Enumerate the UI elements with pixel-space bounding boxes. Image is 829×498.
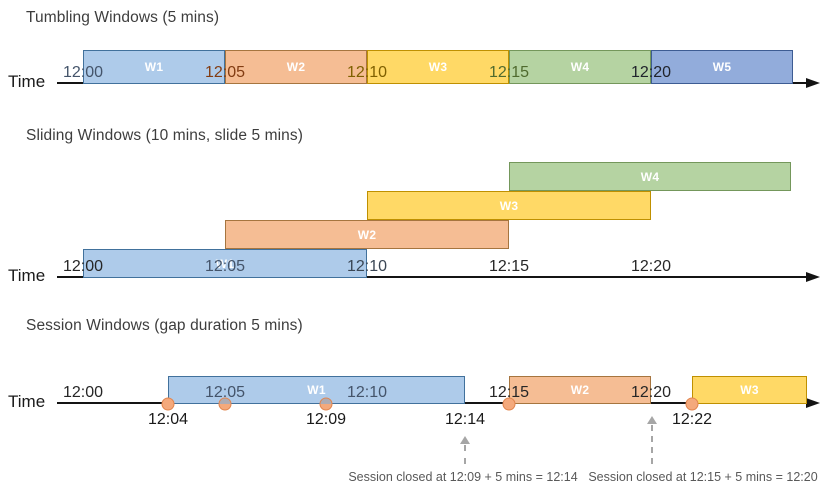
window-bar-w3: W3 [367, 50, 509, 84]
tick-label: 12:10 [346, 384, 388, 401]
tick-label: 12:15 [488, 384, 530, 401]
event-time-label: 12:04 [147, 411, 189, 428]
window-label: W4 [570, 60, 590, 74]
window-label: W3 [428, 60, 448, 74]
window-bar-w1: W1 [83, 249, 367, 278]
window-label: W1 [215, 256, 235, 271]
window-label: W3 [499, 198, 519, 213]
tick-label: 12:20 [630, 384, 672, 401]
window-bar-w1: W1 [168, 376, 465, 404]
window-label: W5 [712, 60, 732, 74]
dashed-arrow-up-icon [460, 436, 470, 444]
event-dot [218, 397, 232, 411]
time-axis-label: Time [8, 266, 46, 285]
window-bar-w3: W3 [367, 191, 651, 220]
event-dot [502, 397, 516, 411]
tick-label: 12:05 [204, 258, 246, 275]
dashed-arrow-up-icon [647, 416, 657, 424]
tumbling-windows-title: Tumbling Windows (5 mins) [26, 9, 220, 26]
event-dot [319, 397, 333, 411]
timeline-arrowhead-icon [806, 398, 820, 408]
session-closed-annotation: Session closed at 12:15 + 5 mins = 12:20 [588, 470, 818, 484]
window-label: W4 [640, 169, 660, 184]
window-bar-w2: W2 [509, 376, 651, 404]
window-label: W3 [740, 383, 759, 397]
window-bar-w5: W5 [651, 50, 793, 84]
window-label: W1 [144, 60, 164, 74]
window-label: W2 [357, 227, 377, 242]
tick-label: 12:00 [62, 258, 104, 275]
window-bar-w2: W2 [225, 220, 509, 249]
event-dot [161, 397, 175, 411]
window-bar-w4: W4 [509, 162, 791, 191]
event-time-label: 12:22 [671, 411, 713, 428]
tick-label: 12:10 [346, 64, 388, 81]
event-time-label: 12:14 [444, 411, 486, 428]
dashed-arrow-line [651, 425, 653, 464]
tick-label: 12:00 [62, 64, 104, 81]
window-bar-w4: W4 [509, 50, 651, 84]
window-bar-w1: W1 [83, 50, 225, 84]
tick-label: 12:20 [630, 258, 672, 275]
tick-label: 12:20 [630, 64, 672, 81]
timeline-axis [57, 276, 806, 278]
tick-label: 12:15 [488, 258, 530, 275]
session-windows-title: Session Windows (gap duration 5 mins) [26, 317, 303, 334]
window-label: W2 [286, 60, 306, 74]
window-bar-w2: W2 [225, 50, 367, 84]
timeline-arrowhead-icon [806, 78, 820, 88]
time-axis-label: Time [8, 72, 46, 91]
timeline-arrowhead-icon [806, 272, 820, 282]
tick-label: 12:10 [346, 258, 388, 275]
window-bar-w3: W3 [692, 376, 807, 404]
window-label: W2 [570, 383, 590, 397]
sliding-windows-title: Sliding Windows (10 mins, slide 5 mins) [26, 127, 303, 144]
session-closed-annotation: Session closed at 12:09 + 5 mins = 12:14 [348, 470, 578, 484]
tick-label: 12:05 [204, 64, 246, 81]
tick-label: 12:00 [62, 384, 104, 401]
event-time-label: 12:09 [305, 411, 347, 428]
time-axis-label: Time [8, 392, 46, 411]
event-dot [685, 397, 699, 411]
dashed-arrow-line [464, 445, 466, 464]
tick-label: 12:15 [488, 64, 530, 81]
window-label: W1 [307, 383, 326, 397]
tick-label: 12:05 [204, 384, 246, 401]
